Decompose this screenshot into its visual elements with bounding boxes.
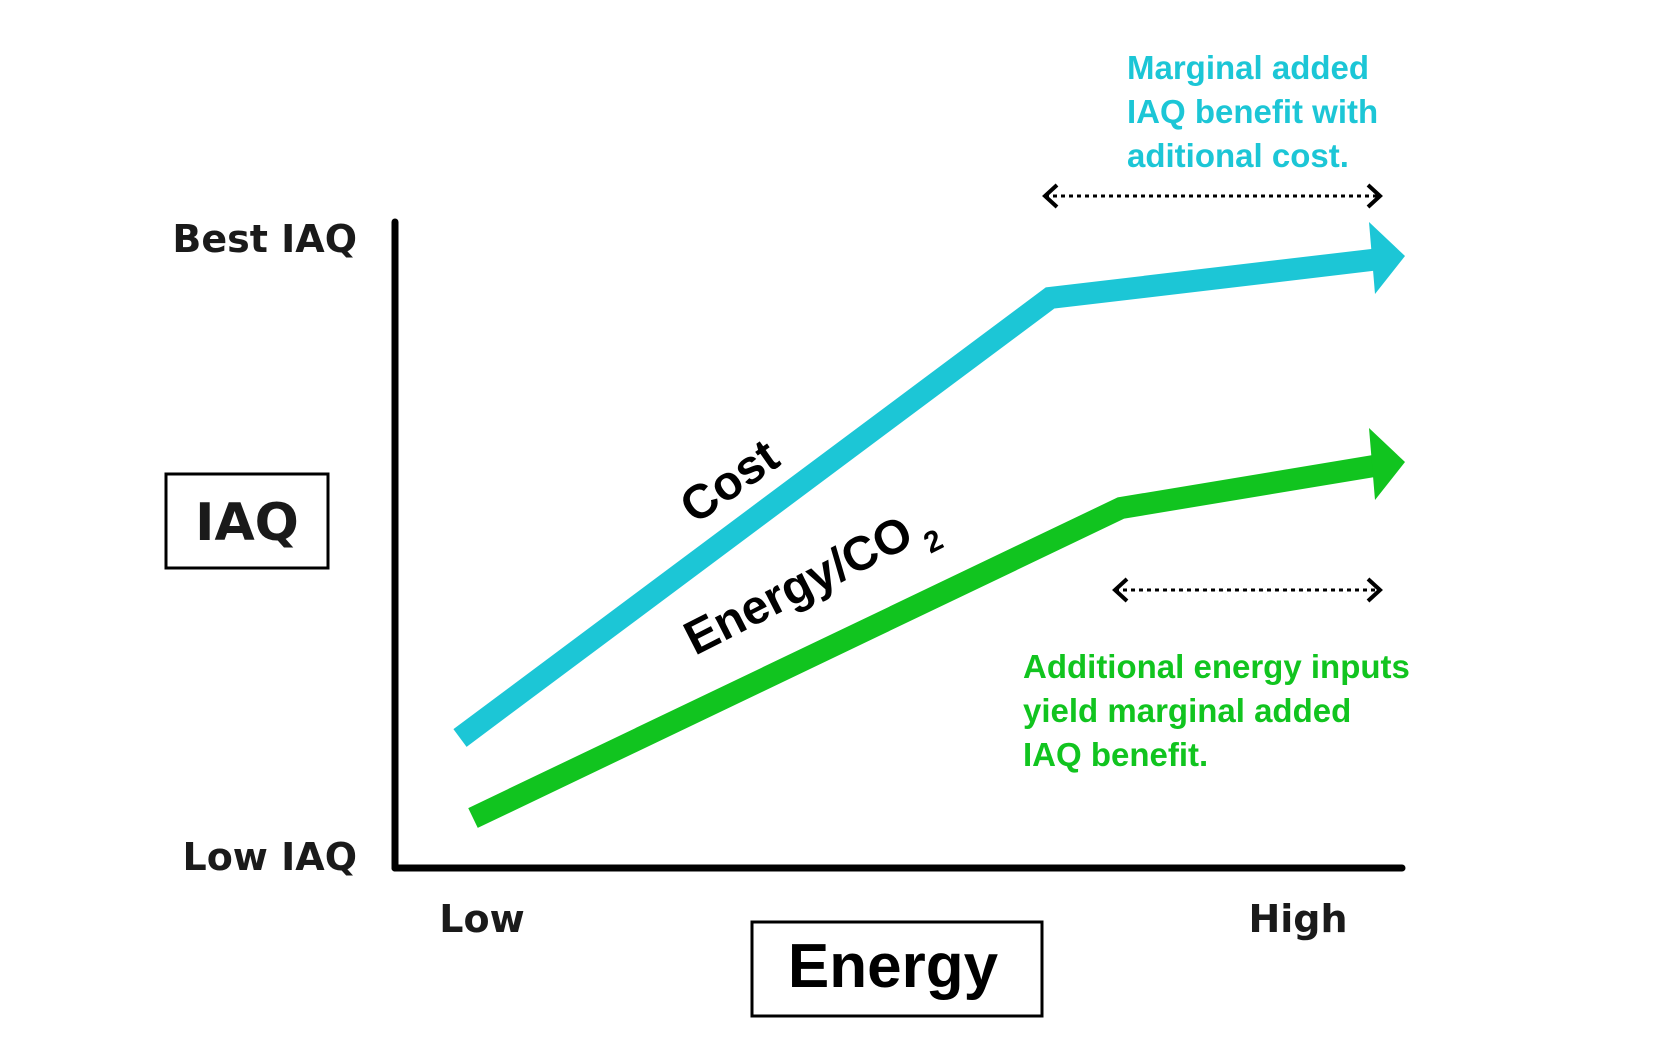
x-axis-right-label: High <box>1248 897 1347 941</box>
y-axis-top-label: Best IAQ <box>172 217 357 261</box>
cost-note-line-2: IAQ benefit with <box>1127 93 1378 130</box>
cost-series-arrowhead <box>1369 222 1405 294</box>
cost-series-line <box>453 248 1382 747</box>
energy-series-label-sub: 2 <box>919 523 949 560</box>
x-axis-left-label: Low <box>439 897 524 941</box>
cost-note-line-1: Marginal added <box>1127 49 1369 86</box>
energy-note-line-1: Additional energy inputs <box>1023 648 1410 685</box>
y-axis-title: IAQ <box>195 493 299 553</box>
energy-note-line-2: yield marginal added <box>1023 692 1351 729</box>
energy-series-line <box>468 454 1382 828</box>
energy-range-arrow <box>1112 577 1383 603</box>
x-axis-title-box <box>750 920 1044 1018</box>
y-axis-title-box <box>164 472 330 570</box>
x-axis-title: Energy <box>788 932 999 1001</box>
energy-note-line-3: IAQ benefit. <box>1023 736 1208 773</box>
energy-series-arrowhead <box>1369 428 1405 500</box>
y-axis-bottom-label: Low IAQ <box>182 835 357 879</box>
cost-range-arrow <box>1042 183 1383 209</box>
energy-series-label-main: Energy/CO <box>676 506 921 666</box>
cost-note-line-3: aditional cost. <box>1127 137 1349 174</box>
